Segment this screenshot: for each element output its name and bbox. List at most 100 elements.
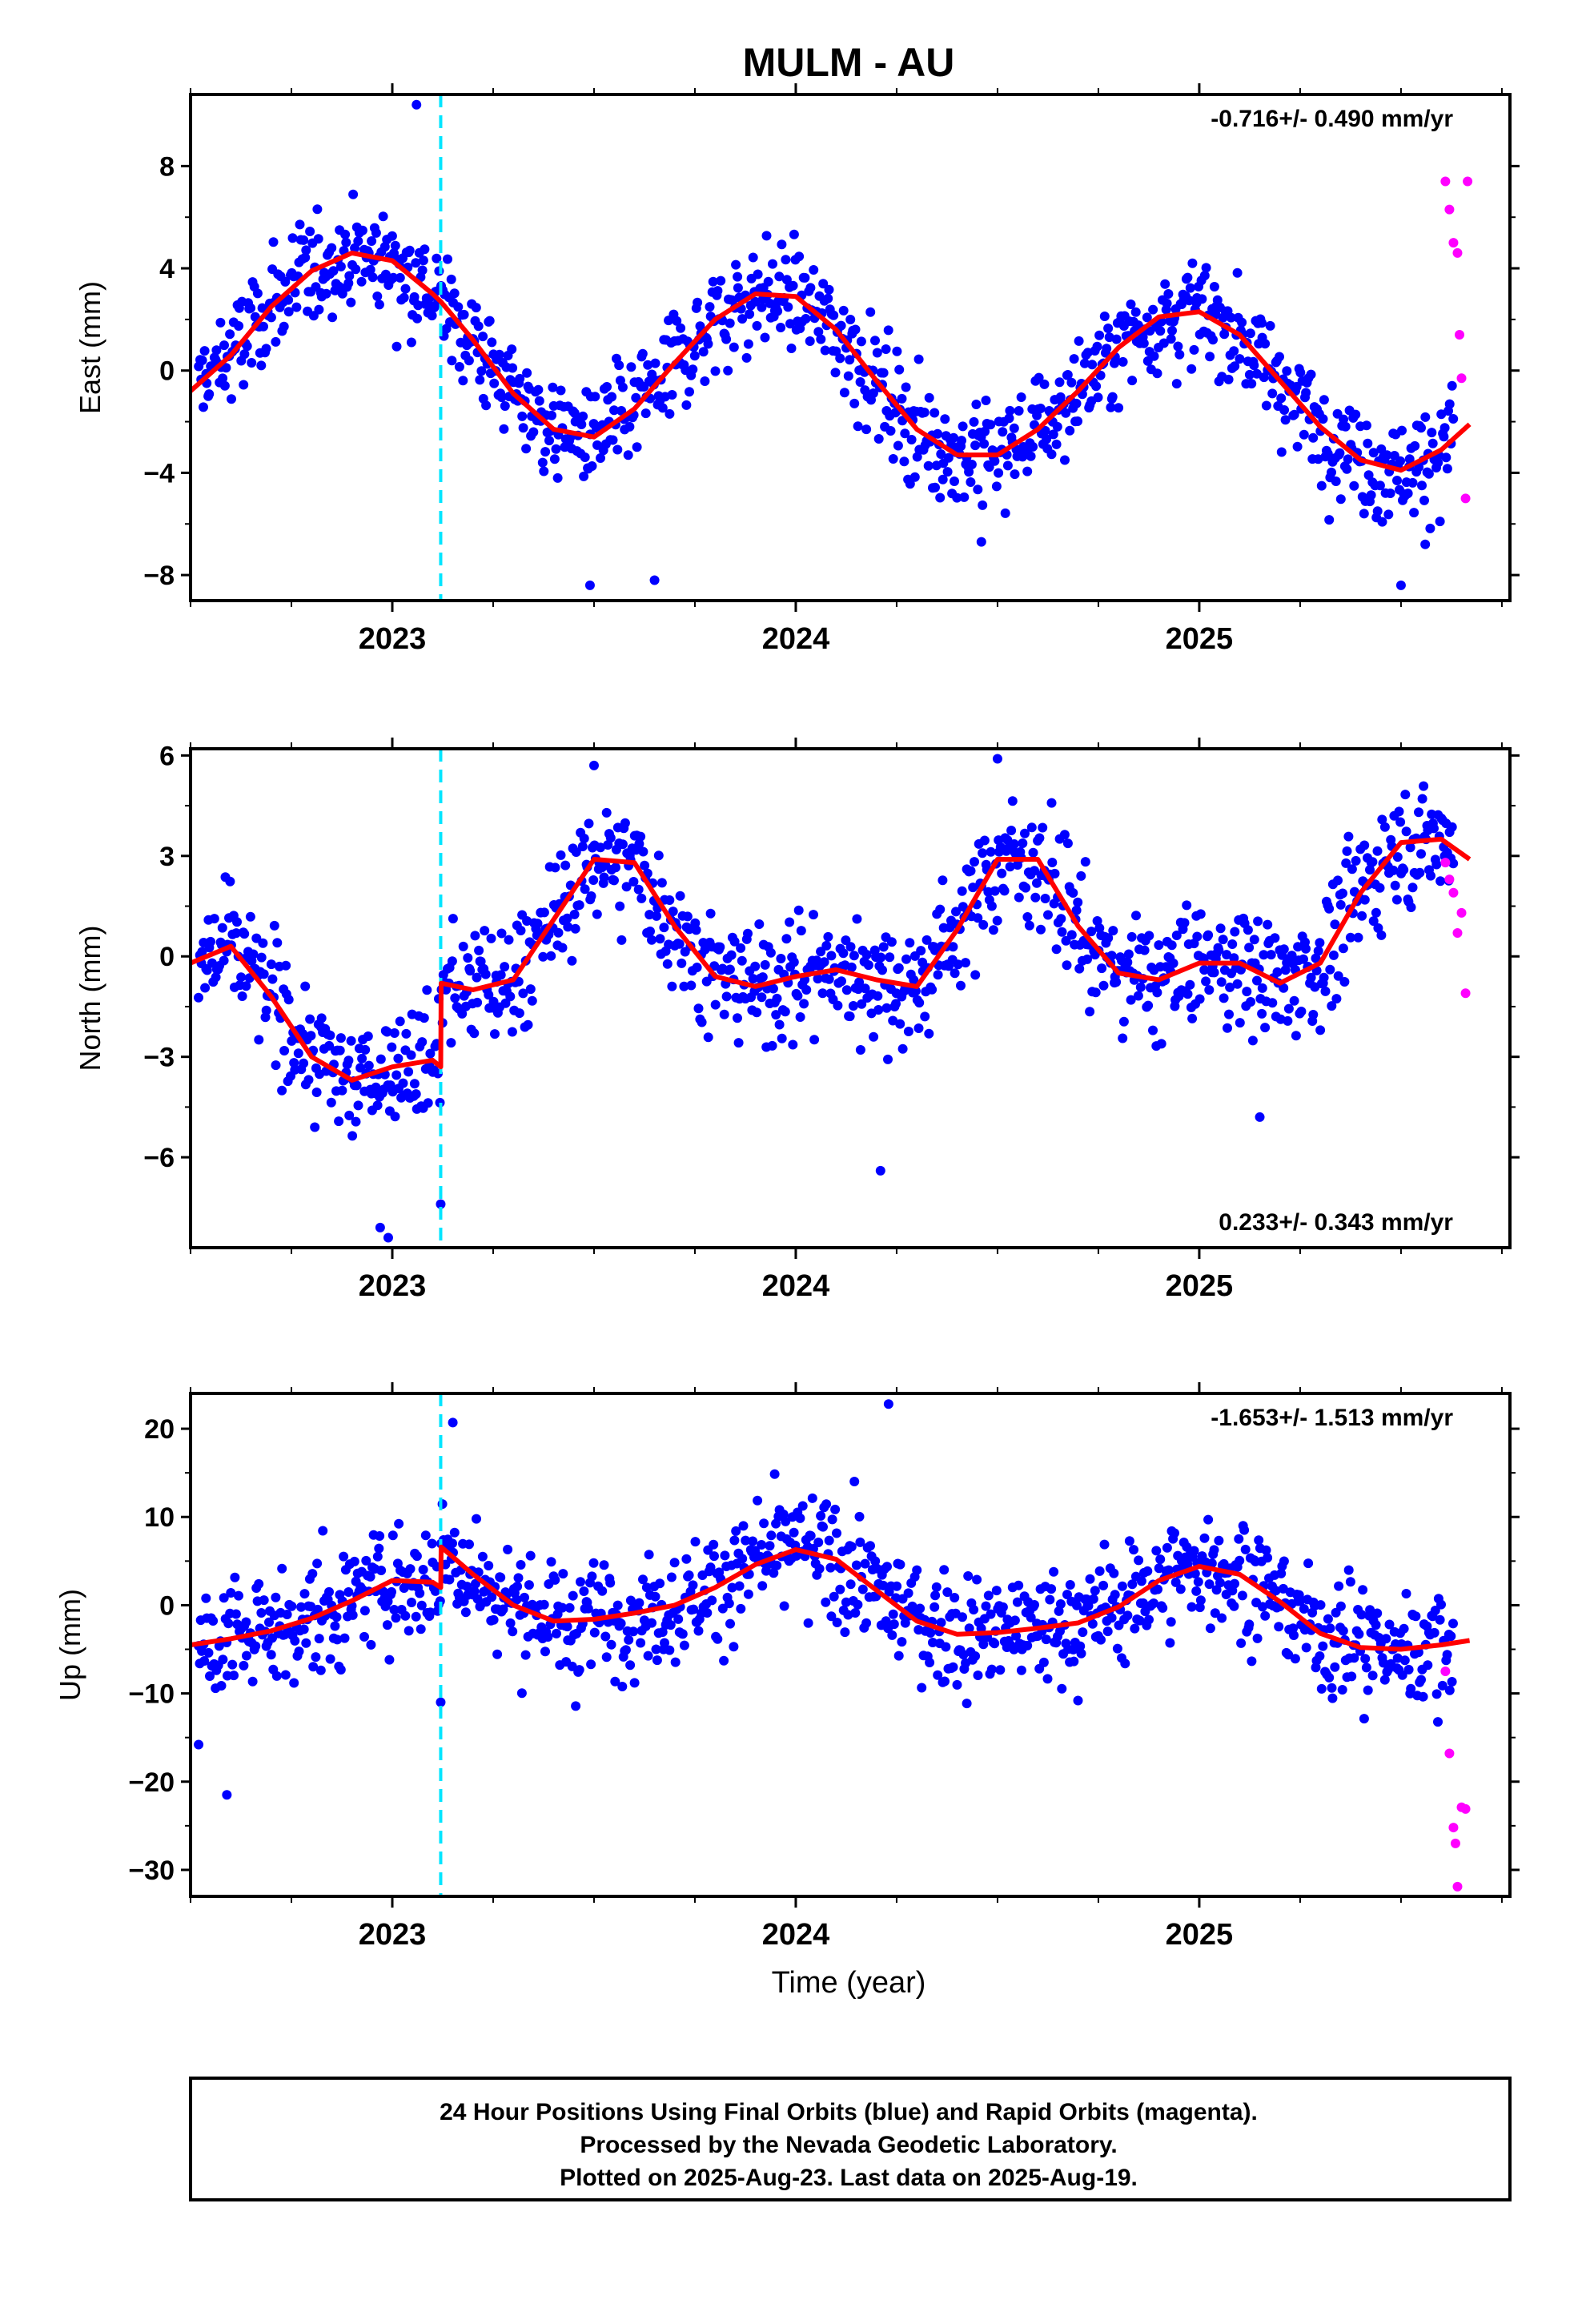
final-orbit-point [400, 1610, 411, 1621]
final-orbit-point [921, 935, 932, 945]
final-orbit-point [854, 977, 865, 987]
model-curve [191, 250, 1472, 473]
final-orbit-point [245, 911, 255, 922]
final-orbit-point [936, 449, 946, 459]
final-orbit-point [888, 454, 898, 464]
final-orbit-point [405, 1564, 416, 1574]
final-orbit-point [980, 426, 990, 436]
rapid-orbit-point [1450, 1838, 1460, 1848]
final-orbit-point [577, 842, 588, 851]
final-orbit-point [617, 839, 628, 850]
final-orbit-point [938, 474, 948, 485]
final-orbit-point [448, 1417, 458, 1428]
final-orbit-point [1276, 393, 1287, 404]
rapid-orbit-point [1455, 330, 1465, 340]
final-orbit-point [1016, 392, 1026, 402]
final-orbit-point [1383, 509, 1394, 520]
final-orbit-point [689, 1604, 699, 1614]
final-orbit-point [339, 1633, 350, 1643]
final-orbit-point [1042, 1674, 1053, 1684]
final-orbit-point [750, 296, 761, 307]
final-orbit-point [1158, 1602, 1168, 1613]
final-orbit-point [949, 432, 959, 443]
final-orbit-point [1448, 1618, 1458, 1629]
final-orbit-point [1152, 368, 1162, 379]
final-orbit-point [1127, 376, 1138, 386]
y-tick-label: −8 [143, 561, 175, 591]
final-orbit-point [556, 385, 566, 396]
final-orbit-point [391, 1070, 402, 1080]
final-orbit-point [1407, 477, 1418, 488]
final-orbit-point [729, 936, 740, 947]
final-orbit-point [1174, 349, 1185, 360]
final-orbit-point [254, 1035, 264, 1045]
y-tick-label: −30 [128, 1856, 175, 1886]
final-orbit-point [981, 396, 991, 405]
final-orbit-point [1247, 379, 1257, 389]
final-orbit-point [222, 1790, 232, 1800]
final-orbit-point [227, 394, 236, 404]
final-orbit-point [924, 1028, 934, 1039]
final-orbit-point [1009, 839, 1019, 849]
final-orbit-point [496, 970, 506, 980]
final-orbit-point [1359, 509, 1369, 519]
final-orbit-point [709, 961, 720, 971]
final-orbit-point [1046, 1584, 1057, 1594]
final-orbit-point [1395, 817, 1406, 827]
final-orbit-point [399, 292, 409, 303]
final-orbit-point [282, 1610, 292, 1619]
final-orbit-point [197, 356, 207, 365]
y-tick-label: 20 [144, 1414, 175, 1445]
final-orbit-point [771, 1518, 781, 1529]
final-orbit-point [1094, 330, 1105, 340]
final-orbit-point [229, 1671, 239, 1681]
final-orbit-point [1092, 341, 1102, 352]
final-orbit-point [1026, 822, 1037, 833]
final-orbit-point [388, 272, 399, 283]
final-orbit-point [634, 838, 644, 849]
final-orbit-point [726, 950, 737, 960]
final-orbit-point [793, 991, 803, 1001]
final-orbit-point [289, 1678, 299, 1688]
final-orbit-point [1399, 1655, 1410, 1666]
final-orbit-point [1134, 1555, 1144, 1566]
final-orbit-point [484, 990, 494, 1000]
final-orbit-point [616, 1618, 626, 1629]
final-orbit-point [930, 1602, 940, 1612]
final-orbit-point [1423, 1660, 1433, 1671]
final-orbit-point [246, 303, 256, 313]
final-orbit-point [1276, 1568, 1287, 1578]
final-orbit-point [272, 938, 283, 948]
final-orbit-point [1237, 317, 1247, 328]
final-orbit-point [1030, 866, 1039, 876]
final-orbit-point [743, 1589, 753, 1599]
final-orbit-point [1148, 304, 1158, 315]
final-orbit-point [731, 259, 741, 270]
final-orbit-point [277, 1563, 287, 1574]
final-orbit-point [1243, 925, 1253, 935]
final-orbit-point [774, 1019, 785, 1030]
final-orbit-point [1039, 379, 1050, 389]
final-orbit-point [1073, 1695, 1083, 1706]
final-orbit-point [813, 327, 824, 337]
chart-title: MULM - AU [743, 40, 955, 85]
final-orbit-point [1171, 931, 1182, 940]
final-orbit-point [783, 302, 793, 312]
final-orbit-point [1315, 1025, 1326, 1035]
final-orbit-point [478, 332, 488, 342]
final-orbit-point [754, 919, 765, 929]
final-orbit-point [417, 1037, 428, 1047]
final-orbit-point [1057, 1683, 1067, 1694]
final-orbit-point [1431, 859, 1442, 870]
final-orbit-point [346, 1035, 356, 1046]
final-orbit-point [311, 1652, 321, 1663]
final-orbit-point [607, 392, 617, 402]
final-orbit-point [518, 423, 528, 433]
rapid-orbit-point [1452, 927, 1463, 938]
final-orbit-point [845, 355, 855, 365]
final-orbit-point [1118, 1016, 1129, 1027]
final-orbit-point [857, 999, 867, 1009]
final-orbit-point [951, 907, 961, 917]
final-orbit-point [757, 1581, 768, 1591]
final-orbit-point [256, 360, 267, 371]
